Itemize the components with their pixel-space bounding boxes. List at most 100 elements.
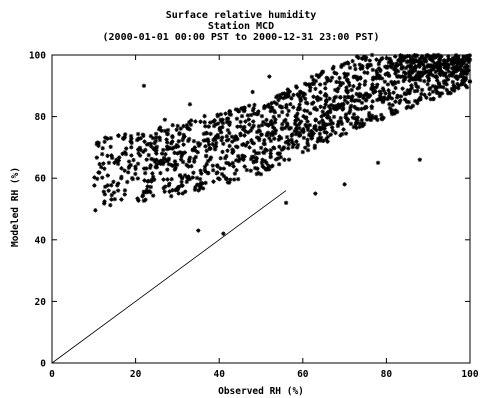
data-point [173, 162, 178, 167]
data-point [465, 57, 470, 63]
data-point [332, 70, 337, 75]
data-point [421, 62, 426, 67]
data-point [450, 66, 455, 71]
data-point [154, 147, 159, 153]
data-point [198, 185, 203, 190]
data-point [311, 77, 316, 83]
data-point [330, 66, 336, 71]
data-point [154, 151, 159, 156]
data-point [347, 110, 352, 115]
data-point [334, 107, 339, 112]
data-point [154, 144, 160, 150]
data-point [272, 136, 277, 141]
data-point [115, 181, 121, 186]
data-point [398, 62, 403, 67]
data-point [422, 57, 427, 63]
data-point [205, 158, 211, 164]
data-point [259, 160, 265, 165]
data-point [215, 121, 221, 126]
data-point [358, 93, 363, 98]
data-point [350, 58, 355, 64]
data-point [294, 145, 300, 150]
data-point [459, 68, 465, 73]
data-point [307, 122, 313, 128]
data-point [117, 155, 122, 160]
data-point [390, 102, 395, 108]
data-point [394, 61, 400, 66]
data-point [315, 97, 321, 103]
data-point [459, 82, 464, 87]
data-point [244, 167, 250, 173]
data-point [341, 105, 346, 111]
data-point [419, 87, 425, 93]
data-point [427, 91, 432, 97]
data-point [372, 85, 377, 91]
data-point [377, 93, 383, 98]
data-point [318, 138, 323, 143]
data-point [208, 155, 214, 160]
data-point [393, 99, 398, 104]
data-point [186, 174, 191, 179]
data-point [207, 157, 213, 162]
data-point [256, 124, 262, 129]
data-point [289, 96, 294, 101]
data-point [433, 74, 438, 79]
data-point [376, 66, 382, 71]
data-point [216, 135, 221, 140]
data-point [440, 70, 445, 75]
data-point [361, 121, 367, 127]
data-point [133, 164, 138, 169]
data-point [239, 156, 245, 162]
data-point [302, 145, 308, 150]
data-point [386, 88, 391, 93]
data-point [240, 106, 245, 111]
data-point [324, 130, 329, 135]
data-point [357, 124, 362, 130]
data-point [266, 163, 271, 169]
data-point [362, 82, 367, 87]
data-point [432, 61, 437, 66]
data-point [235, 124, 240, 129]
data-point [256, 135, 262, 141]
data-point [279, 104, 285, 110]
data-point [410, 103, 416, 109]
data-point [417, 64, 422, 69]
data-point [357, 82, 362, 87]
data-point [195, 182, 200, 187]
data-point [464, 85, 470, 90]
data-point [413, 77, 419, 82]
data-point [193, 148, 198, 153]
data-point [293, 84, 299, 89]
data-point [170, 134, 175, 140]
data-point [170, 188, 175, 193]
data-point [184, 179, 189, 185]
data-point [354, 120, 359, 125]
data-point [459, 61, 465, 66]
data-point [409, 83, 414, 88]
data-point [398, 58, 403, 64]
data-point [102, 192, 108, 197]
data-point [260, 157, 265, 163]
data-point [144, 190, 150, 195]
data-point [330, 128, 335, 133]
data-point [451, 83, 456, 88]
data-point [415, 88, 420, 94]
data-point [333, 130, 338, 136]
data-point [360, 56, 365, 61]
data-point [356, 55, 361, 61]
data-point [233, 134, 238, 139]
data-point [393, 85, 398, 91]
data-point [141, 198, 147, 203]
data-point [405, 88, 410, 93]
data-point [417, 58, 422, 64]
data-point [136, 198, 141, 203]
data-point [102, 139, 107, 145]
data-point [461, 69, 466, 75]
data-point [295, 111, 300, 116]
data-point [453, 85, 458, 90]
data-point [285, 112, 290, 118]
data-point [305, 127, 311, 133]
data-point [366, 113, 372, 119]
data-point [369, 86, 374, 92]
data-point [419, 91, 424, 97]
